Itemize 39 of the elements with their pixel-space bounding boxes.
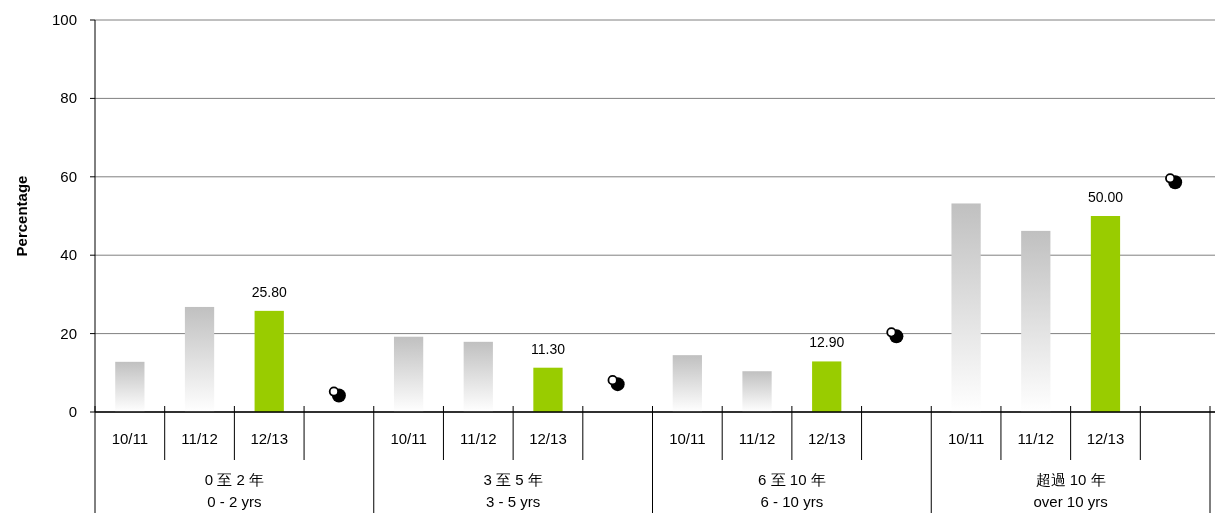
x-tick-label: 11/12 bbox=[738, 430, 776, 447]
x-tick-label: 12/13 bbox=[250, 430, 288, 447]
data-label: 25.80 bbox=[251, 283, 287, 300]
x-tick-label: 10/11 bbox=[111, 430, 149, 447]
x-tick-label: 10/11 bbox=[947, 430, 985, 447]
data-label: 12.90 bbox=[809, 334, 845, 351]
x-tick-label: 11/12 bbox=[181, 430, 218, 447]
y-tick-label: 0 bbox=[68, 403, 77, 420]
bar bbox=[463, 341, 493, 412]
y-axis-title: Percentage bbox=[13, 175, 30, 257]
y-tick-label: 60 bbox=[60, 167, 77, 185]
bar bbox=[393, 336, 424, 412]
bar bbox=[1090, 216, 1121, 412]
bar bbox=[1021, 230, 1051, 412]
bar bbox=[115, 361, 145, 412]
bar bbox=[742, 371, 772, 412]
y-tick-label: 80 bbox=[60, 89, 77, 107]
bar bbox=[533, 367, 563, 412]
x-tick-label: 10/11 bbox=[669, 430, 706, 447]
text: 超過 10 年 over 10 yrs bbox=[1033, 471, 1108, 510]
x-tick-label: 12/13 bbox=[529, 430, 567, 447]
bar bbox=[812, 361, 842, 412]
x-tick-label: 11/12 bbox=[1017, 430, 1054, 447]
bar bbox=[672, 355, 702, 412]
bar bbox=[184, 306, 215, 412]
text: 6 至 10 年 6 - 10 yrs bbox=[758, 471, 826, 510]
data-label: 11.30 bbox=[530, 340, 566, 357]
y-tick-label: 20 bbox=[60, 324, 77, 342]
text: 0 至 2 年 0 - 2 yrs bbox=[204, 471, 264, 510]
y-tick-label: 100 bbox=[51, 11, 77, 28]
x-tick-label: 12/13 bbox=[1086, 430, 1125, 447]
y-tick-label: 40 bbox=[60, 246, 77, 264]
bar bbox=[254, 310, 284, 412]
x-tick-label: 11/12 bbox=[460, 430, 497, 447]
data-label: 50.00 bbox=[1087, 189, 1124, 205]
bar bbox=[951, 203, 981, 412]
text: 3 至 5 年 3 - 5 yrs bbox=[483, 471, 543, 510]
x-tick-label: 12/13 bbox=[807, 430, 846, 447]
x-tick-label: 10/11 bbox=[390, 430, 427, 447]
